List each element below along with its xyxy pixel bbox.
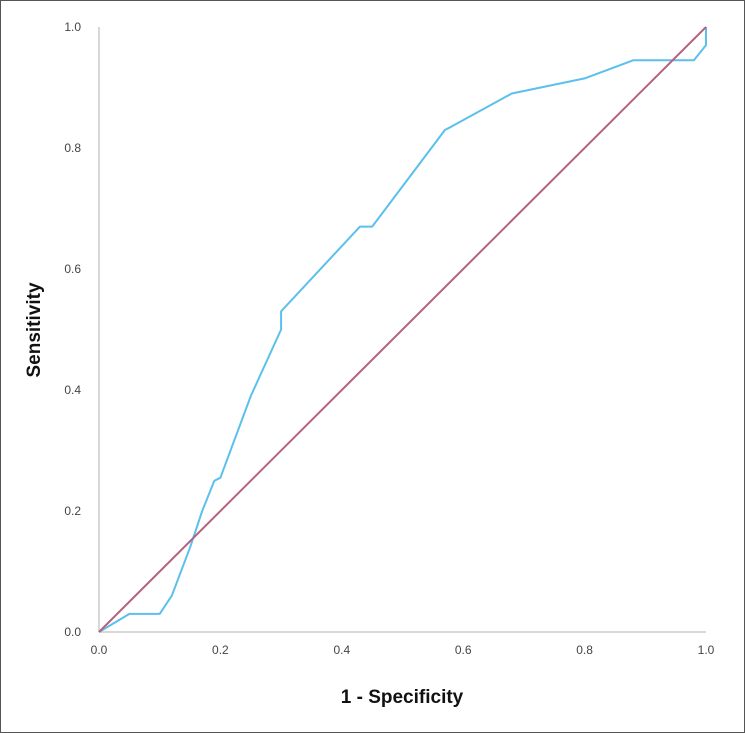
roc-curve-line <box>98 27 707 633</box>
y-tick-label: 0.4 <box>64 383 81 397</box>
y-tick-label: 0.8 <box>64 141 81 155</box>
x-tick-label: 0.4 <box>333 643 350 657</box>
x-tick-label: 0.0 <box>91 643 108 657</box>
series-lines <box>98 26 707 633</box>
axes <box>98 27 706 633</box>
tick-labels: 0.0 0.2 0.4 0.6 0.8 1.0 0.0 0.2 0.4 0.6 0.8 1.0 <box>64 20 714 657</box>
y-tick-label: 0.6 <box>64 262 81 276</box>
y-tick-label: 0.2 <box>64 504 81 518</box>
y-tick-label: 0.0 <box>64 625 81 639</box>
x-tick-label: 1.0 <box>698 643 715 657</box>
y-tick-label: 1.0 <box>64 20 81 34</box>
y-axis-title: Sensitivity <box>24 282 45 377</box>
x-tick-label: 0.8 <box>576 643 593 657</box>
reference-diagonal-line <box>98 26 707 633</box>
x-axis-title: 1 - Specificity <box>341 687 464 708</box>
x-tick-label: 0.2 <box>212 643 229 657</box>
x-tick-label: 0.6 <box>455 643 472 657</box>
